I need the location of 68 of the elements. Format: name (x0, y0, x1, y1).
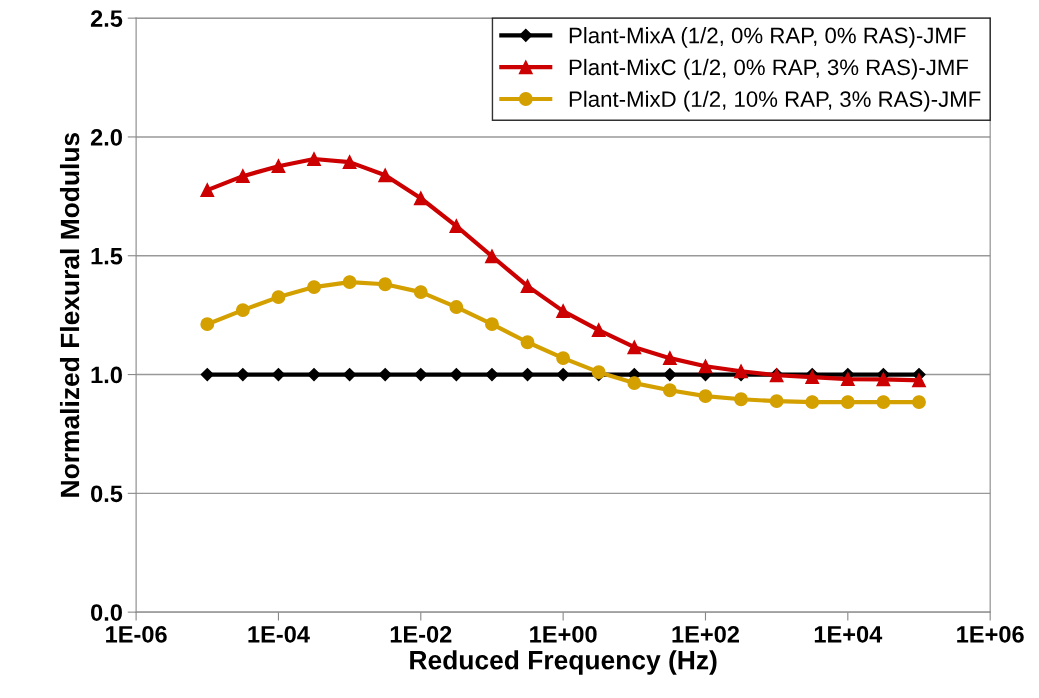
point (876, 395, 891, 410)
y-tick-label: 2.5 (90, 10, 123, 27)
point (414, 367, 428, 382)
y-axis-title: Normalized Flexural Modulus (59, 132, 80, 497)
point (307, 152, 321, 166)
y-tick-label: 2.0 (90, 129, 122, 146)
point (235, 169, 250, 184)
point (200, 183, 215, 198)
point (342, 275, 357, 290)
x-axis-title: Reduced Frequency (Hz) (410, 650, 717, 675)
point (627, 340, 642, 355)
point (449, 367, 463, 382)
point (236, 367, 250, 382)
point (662, 351, 677, 366)
point (698, 359, 713, 374)
point (413, 285, 428, 300)
x-tick-label: 1E-04 (248, 625, 310, 643)
point (200, 317, 215, 332)
point (485, 367, 499, 382)
point (378, 277, 393, 292)
point (520, 279, 535, 294)
point (449, 219, 464, 233)
point (734, 392, 748, 407)
x-tick-label: 1E-06 (106, 625, 167, 643)
x-tick-label: 1E+06 (957, 625, 1024, 643)
point (271, 367, 286, 382)
point (343, 367, 357, 382)
point (591, 323, 606, 338)
y-tick-label: 1.5 (91, 248, 123, 265)
point (307, 280, 321, 295)
point (520, 335, 535, 350)
x-tick-label: 1E+00 (530, 625, 597, 643)
point (413, 191, 428, 206)
y-tick-label: 0.5 (91, 485, 123, 503)
point (556, 367, 570, 382)
point (912, 395, 926, 410)
point (520, 367, 535, 382)
legend-label: Plant-MixD (1/2, 10% RAP, 3% RAS)-JMF (569, 90, 981, 112)
point (271, 159, 286, 174)
x-tick-label: 1E-02 (390, 625, 452, 643)
point (556, 304, 571, 319)
point (556, 351, 571, 366)
y-tick-label: 0.0 (91, 604, 122, 621)
point (271, 290, 286, 305)
y-tick-label: 1.0 (91, 366, 122, 384)
point (698, 389, 713, 404)
point (769, 394, 784, 409)
point (378, 168, 393, 183)
legend-label: Plant-MixA (1/2, 0% RAP, 0% RAS)-JMF (569, 27, 966, 48)
point (485, 249, 499, 264)
point (342, 155, 357, 170)
point (200, 367, 214, 382)
point (840, 395, 855, 410)
point (307, 367, 321, 382)
point (485, 317, 499, 332)
x-tick-label: 1E+02 (672, 625, 739, 643)
point (805, 395, 820, 410)
legend-label: Plant-MixC (1/2, 0% RAP, 3% RAS)-JMF (569, 58, 969, 80)
point (662, 383, 677, 398)
point (840, 372, 855, 387)
point (663, 367, 677, 382)
point (449, 300, 464, 315)
point (912, 373, 926, 388)
x-tick-label: 1E+04 (814, 625, 883, 643)
point (235, 303, 250, 318)
point (378, 367, 392, 382)
point (876, 372, 891, 387)
point (627, 376, 642, 391)
